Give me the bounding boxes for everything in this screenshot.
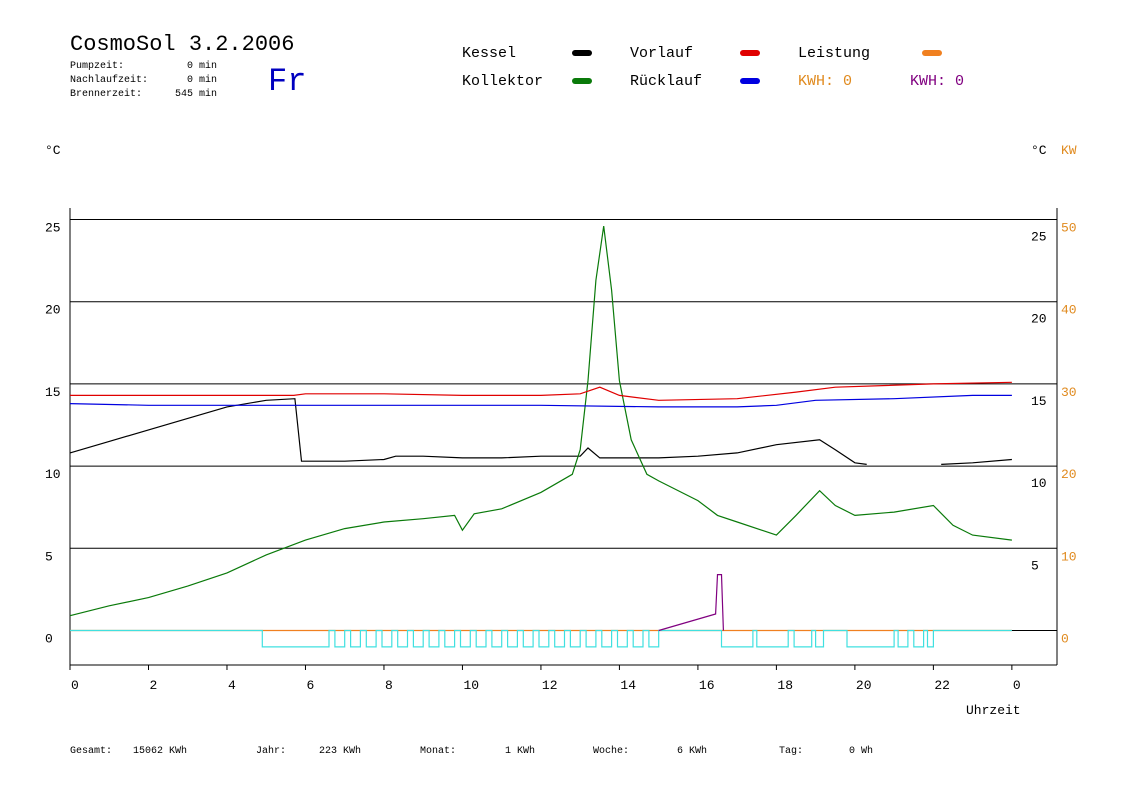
footer-value: 223 KWh bbox=[319, 745, 361, 757]
legend-label: Kollektor bbox=[462, 73, 543, 90]
series-line bbox=[658, 574, 724, 632]
stat-value: 0 min bbox=[187, 74, 217, 86]
y-tick-label: 10 bbox=[45, 467, 61, 482]
footer-label: Jahr: bbox=[256, 745, 286, 757]
footer-value: 1 KWh bbox=[505, 745, 535, 757]
series-line bbox=[69, 398, 867, 465]
y-tick-label: 5 bbox=[45, 549, 53, 564]
x-tick-label: 0 bbox=[1013, 678, 1021, 693]
series-line bbox=[941, 458, 1012, 465]
x-tick-label: 6 bbox=[306, 678, 314, 693]
y2-unit-label: KW bbox=[1061, 143, 1077, 158]
title: CosmoSol 3.2.2006 bbox=[70, 32, 294, 57]
x-tick-label: 10 bbox=[463, 678, 479, 693]
series-line bbox=[69, 226, 1012, 617]
x-tick-label: 20 bbox=[856, 678, 872, 693]
y-tick-label-right: 20 bbox=[1031, 312, 1047, 327]
x-axis-label: Uhrzeit bbox=[966, 703, 1021, 718]
footer-label: Tag: bbox=[779, 746, 803, 757]
x-tick-label: 12 bbox=[542, 678, 558, 693]
x-tick-label: 16 bbox=[699, 678, 715, 693]
y-tick-label-right: 5 bbox=[1031, 558, 1039, 573]
y2-tick-label: 30 bbox=[1061, 385, 1077, 400]
y2-tick-label: 0 bbox=[1061, 631, 1069, 646]
kwh-label: KWH: 0 bbox=[910, 73, 964, 90]
x-tick-label: 0 bbox=[71, 678, 79, 693]
y-tick-label: 20 bbox=[45, 303, 61, 318]
y-tick-label: 25 bbox=[45, 221, 61, 236]
footer-label: Gesamt: bbox=[70, 746, 112, 757]
day: Fr bbox=[268, 63, 306, 100]
x-tick-label: 22 bbox=[934, 678, 950, 693]
y-tick-label-right: 25 bbox=[1031, 230, 1047, 245]
y-tick-label-right: 15 bbox=[1031, 394, 1047, 409]
x-tick-label: 14 bbox=[620, 678, 636, 693]
y2-tick-label: 10 bbox=[1061, 549, 1077, 564]
x-tick-label: 4 bbox=[228, 678, 236, 693]
x-tick-label: 8 bbox=[385, 678, 393, 693]
x-tick-label: 2 bbox=[149, 678, 157, 693]
y2-tick-label: 40 bbox=[1061, 303, 1077, 318]
series-line bbox=[70, 629, 1012, 648]
stat-label: Brennerzeit: bbox=[70, 88, 142, 100]
kwh-label: KWH: 0 bbox=[798, 73, 852, 90]
y-axis-label: °C bbox=[45, 143, 61, 158]
y-tick-label: 0 bbox=[45, 631, 53, 646]
y2-axis-label: °C bbox=[1031, 143, 1047, 158]
footer-value: 0 Wh bbox=[849, 745, 873, 757]
legend-label: Vorlauf bbox=[630, 45, 693, 62]
footer-value: 15062 KWh bbox=[133, 745, 187, 757]
x-tick-label: 18 bbox=[777, 678, 793, 693]
footer-value: 6 KWh bbox=[677, 745, 707, 757]
stat-value: 545 min bbox=[175, 88, 217, 100]
stat-label: Pumpzeit: bbox=[70, 60, 124, 72]
legend-label: Rücklauf bbox=[630, 73, 702, 90]
series-line bbox=[70, 381, 1012, 401]
series-line bbox=[69, 394, 1012, 408]
footer-label: Monat: bbox=[420, 746, 456, 757]
legend-label: Leistung bbox=[798, 45, 870, 62]
y-tick-label: 15 bbox=[45, 385, 61, 400]
legend-label: Kessel bbox=[462, 45, 516, 62]
y2-tick-label: 20 bbox=[1061, 467, 1077, 482]
footer-label: Woche: bbox=[593, 745, 629, 757]
stat-value: 0 min bbox=[187, 60, 217, 72]
y2-tick-label: 50 bbox=[1061, 221, 1077, 236]
y-tick-label-right: 10 bbox=[1031, 476, 1047, 491]
stat-label: Nachlaufzeit: bbox=[70, 74, 148, 86]
